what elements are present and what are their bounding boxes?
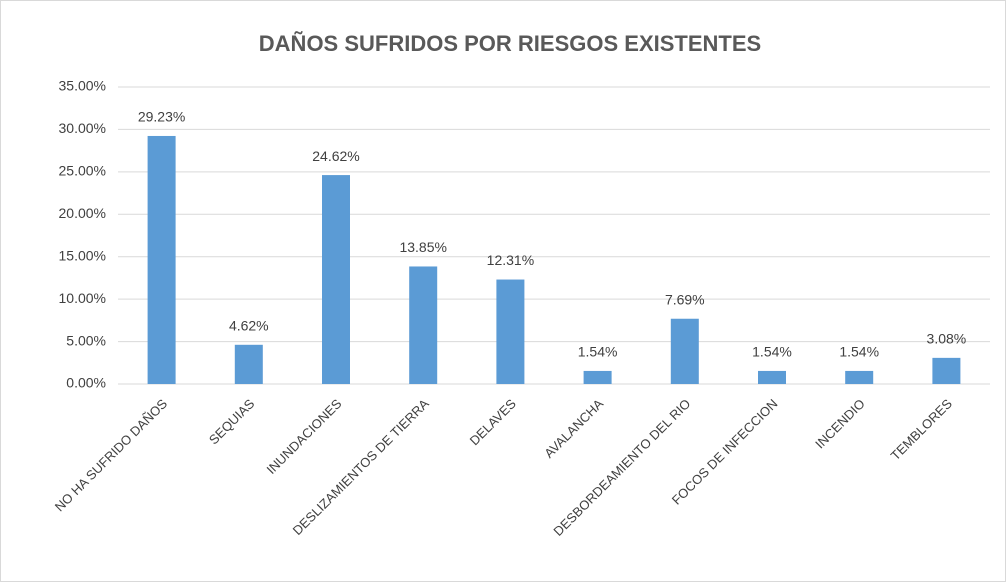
y-tick-label: 0.00% bbox=[66, 375, 106, 391]
value-label: 4.62% bbox=[229, 317, 269, 333]
value-label: 12.31% bbox=[487, 252, 534, 268]
y-tick-label: 10.00% bbox=[59, 290, 106, 306]
bar bbox=[147, 135, 176, 384]
bar bbox=[845, 370, 874, 384]
value-label: 13.85% bbox=[399, 239, 446, 255]
bar bbox=[409, 266, 438, 384]
value-label: 1.54% bbox=[752, 344, 792, 360]
value-label: 1.54% bbox=[839, 344, 879, 360]
bar bbox=[496, 279, 525, 384]
bar bbox=[322, 175, 350, 384]
bar bbox=[670, 318, 699, 384]
y-tick-label: 35.00% bbox=[59, 78, 106, 94]
value-label: 24.62% bbox=[312, 148, 359, 164]
chart-title: DAÑOS SUFRIDOS POR RIESGOS EXISTENTES bbox=[259, 31, 761, 56]
value-label: 3.08% bbox=[927, 331, 967, 347]
bar bbox=[583, 370, 612, 384]
value-label: 7.69% bbox=[665, 291, 705, 307]
y-tick-label: 25.00% bbox=[59, 163, 106, 179]
bar bbox=[234, 344, 263, 384]
y-tick-label: 5.00% bbox=[66, 332, 106, 348]
bar bbox=[932, 357, 961, 384]
y-tick-label: 20.00% bbox=[59, 205, 106, 221]
value-label: 1.54% bbox=[578, 344, 618, 360]
y-tick-label: 15.00% bbox=[59, 247, 106, 263]
bar bbox=[758, 370, 786, 384]
y-tick-label: 30.00% bbox=[59, 120, 106, 136]
value-label: 29.23% bbox=[138, 109, 185, 125]
